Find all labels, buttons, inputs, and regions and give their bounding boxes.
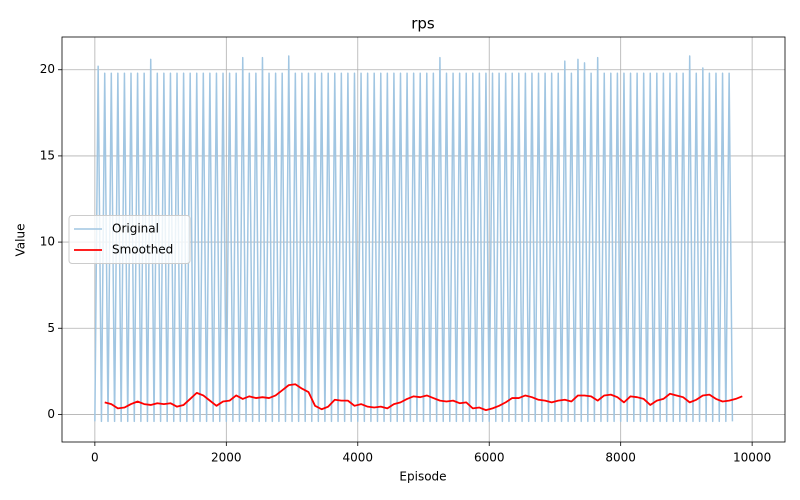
x-tick-label: 10000 [733, 451, 771, 465]
chart-title: rps [411, 15, 435, 33]
data-line [104, 383, 743, 412]
y-tick-label: 20 [40, 62, 55, 76]
legend-label: Smoothed [112, 243, 173, 257]
plot-frame [61, 36, 786, 443]
x-tick-label: 6000 [474, 451, 505, 465]
data-line [94, 55, 734, 423]
x-tick-label: 4000 [342, 451, 373, 465]
legend-label: Original [112, 222, 159, 236]
legend-box [68, 215, 191, 264]
y-tick-label: 10 [40, 235, 55, 249]
x-tick-label: 0 [91, 451, 99, 465]
x-axis-label: Episode [399, 470, 446, 484]
y-tick-label: 0 [47, 407, 55, 421]
x-tick-label: 2000 [211, 451, 242, 465]
y-tick-label: 15 [40, 148, 55, 162]
y-tick-label: 5 [47, 321, 55, 335]
x-tick-label: 8000 [605, 451, 636, 465]
y-axis-label: Value [14, 224, 28, 257]
